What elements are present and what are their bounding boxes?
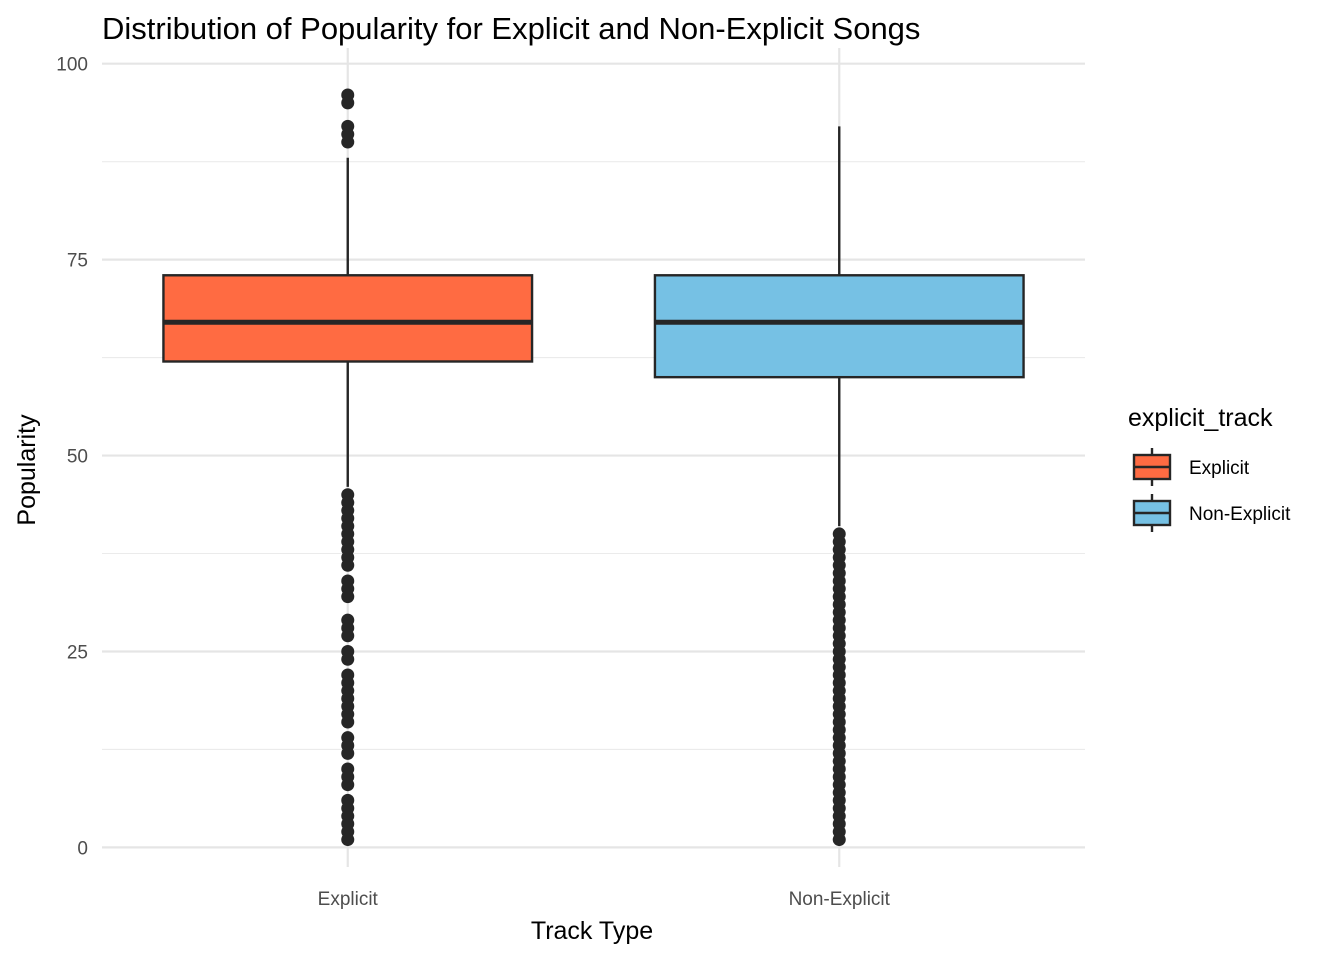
legend: explicit_track Explicit Non-Explicit: [1128, 404, 1291, 532]
box-group: [162, 88, 534, 847]
legend-key: [1132, 494, 1172, 532]
y-tick-label: 100: [56, 55, 88, 76]
x-tick-label: Non-Explicit: [789, 889, 891, 910]
box: [162, 274, 534, 363]
y-axis-ticks: 0 25 50 75 100: [56, 55, 88, 860]
y-tick-label: 0: [77, 838, 88, 859]
chart-title: Distribution of Popularity for Explicit …: [102, 11, 920, 46]
outlier-point: [341, 652, 355, 666]
outlier-point: [341, 590, 355, 604]
legend-key: [1132, 448, 1172, 486]
grid-lines: [102, 48, 1085, 867]
outlier-point: [341, 833, 355, 847]
y-tick-label: 50: [67, 447, 88, 468]
outlier-point: [832, 833, 846, 847]
y-tick-label: 25: [67, 642, 88, 663]
legend-title: explicit_track: [1128, 404, 1273, 432]
box-group: [653, 126, 1025, 847]
outlier-point: [341, 778, 355, 792]
y-axis-title: Popularity: [13, 414, 41, 526]
outlier-point: [341, 96, 355, 110]
outlier-point: [341, 629, 355, 643]
x-axis-ticks: Explicit Non-Explicit: [318, 889, 891, 910]
box-series: [162, 88, 1025, 847]
legend-label: Explicit: [1189, 458, 1250, 479]
box: [653, 274, 1025, 379]
outlier-point: [341, 715, 355, 729]
x-axis-title: Track Type: [531, 917, 653, 945]
outlier-point: [341, 135, 355, 149]
legend-label: Non-Explicit: [1189, 504, 1291, 525]
y-tick-label: 75: [67, 251, 88, 272]
outlier-point: [341, 558, 355, 572]
x-tick-label: Explicit: [318, 889, 379, 910]
outlier-point: [341, 746, 355, 760]
